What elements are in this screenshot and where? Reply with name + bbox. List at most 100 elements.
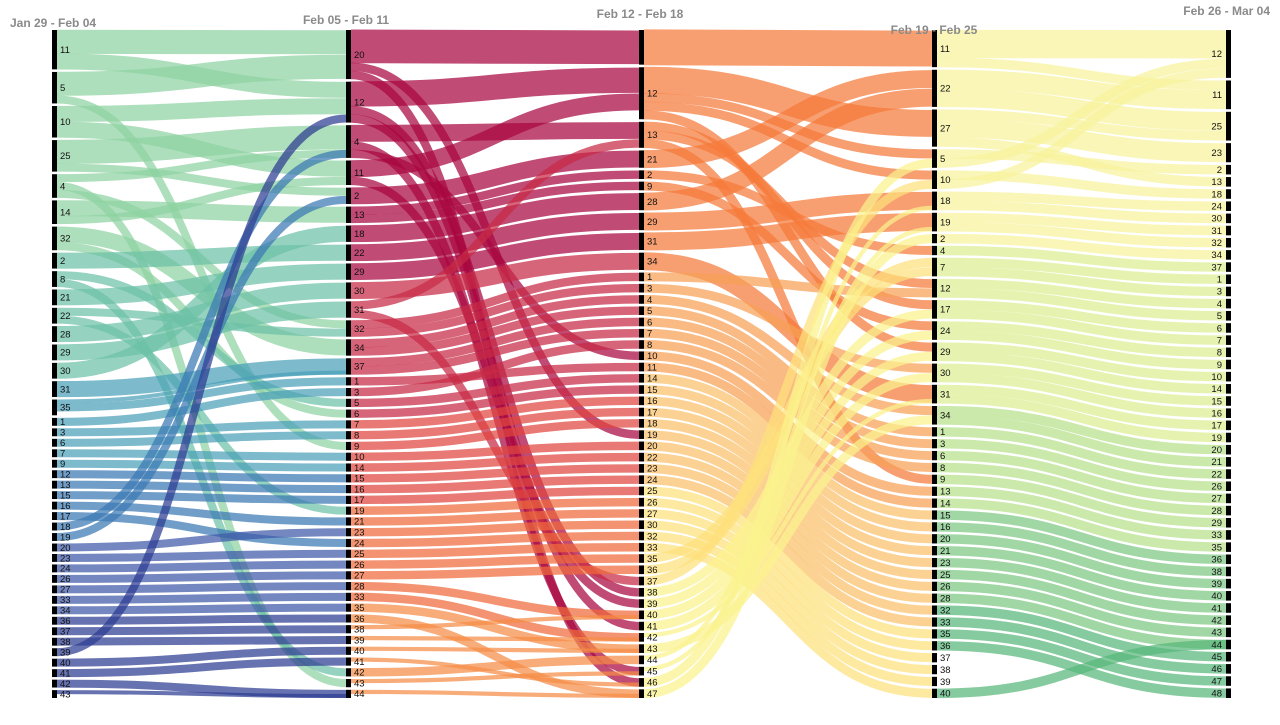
node-bar-c1-2[interactable] xyxy=(52,72,57,103)
node-bar-c4-38[interactable] xyxy=(932,665,937,674)
node-bar-c5-6[interactable] xyxy=(1226,177,1231,187)
node-bar-c1-43[interactable] xyxy=(52,690,57,698)
node-bar-c1-41[interactable] xyxy=(52,669,57,677)
node-bar-c5-37[interactable] xyxy=(1226,554,1231,564)
node-bar-c2-20[interactable] xyxy=(346,431,351,439)
node-bar-c2-21[interactable] xyxy=(346,442,351,450)
node-bar-c5-10[interactable] xyxy=(1226,226,1231,236)
node-bar-c2-19[interactable] xyxy=(346,420,351,428)
node-bar-c5-27[interactable] xyxy=(1226,433,1231,443)
node-bar-c3-16[interactable] xyxy=(639,329,644,338)
node-bar-c2-42[interactable] xyxy=(346,668,351,676)
node-bar-c4-22[interactable] xyxy=(932,475,937,484)
node-bar-c5-40[interactable] xyxy=(1226,591,1231,601)
node-bar-c3-35[interactable] xyxy=(639,543,644,552)
node-bar-c5-42[interactable] xyxy=(1226,615,1231,625)
node-bar-c3-44[interactable] xyxy=(639,644,644,653)
node-bar-c5-32[interactable] xyxy=(1226,494,1231,504)
node-bar-c3-19[interactable] xyxy=(639,363,644,372)
node-bar-c2-30[interactable] xyxy=(346,539,351,547)
node-bar-c5-24[interactable] xyxy=(1226,396,1231,406)
node-bar-c4-32[interactable] xyxy=(932,594,937,603)
node-bar-c5-29[interactable] xyxy=(1226,457,1231,467)
node-bar-c1-29[interactable] xyxy=(52,544,57,552)
node-bar-c2-31[interactable] xyxy=(346,550,351,558)
node-bar-c5-28[interactable] xyxy=(1226,445,1231,455)
node-bar-c1-20[interactable] xyxy=(52,449,57,457)
node-bar-c5-9[interactable] xyxy=(1226,214,1231,224)
node-bar-c1-12[interactable] xyxy=(52,326,57,342)
node-bar-c4-29[interactable] xyxy=(932,558,937,567)
node-bar-c3-31[interactable] xyxy=(639,498,644,507)
node-bar-c5-35[interactable] xyxy=(1226,530,1231,540)
node-bar-c5-4[interactable] xyxy=(1226,143,1231,162)
node-bar-c4-25[interactable] xyxy=(932,510,937,519)
node-bar-c3-43[interactable] xyxy=(639,633,644,642)
node-bar-c3-20[interactable] xyxy=(639,374,644,383)
node-bar-c1-22[interactable] xyxy=(52,470,57,478)
node-bar-c2-43[interactable] xyxy=(346,679,351,687)
node-bar-c2-9[interactable] xyxy=(346,263,351,279)
node-bar-c4-37[interactable] xyxy=(932,653,937,662)
node-bar-c5-3[interactable] xyxy=(1226,112,1231,141)
node-bar-c3-4[interactable] xyxy=(639,150,644,167)
node-bar-c2-34[interactable] xyxy=(346,582,351,590)
node-bar-c2-35[interactable] xyxy=(346,593,351,601)
node-bar-c4-7[interactable] xyxy=(932,213,937,232)
node-bar-c4-30[interactable] xyxy=(932,570,937,579)
node-bar-c1-13[interactable] xyxy=(52,345,57,361)
node-bar-c1-19[interactable] xyxy=(52,439,57,447)
node-bar-c4-39[interactable] xyxy=(932,677,937,686)
node-bar-c3-22[interactable] xyxy=(639,396,644,405)
node-bar-c2-28[interactable] xyxy=(346,517,351,525)
node-bar-c3-46[interactable] xyxy=(639,667,644,676)
node-bar-c1-39[interactable] xyxy=(52,648,57,656)
node-bar-c2-39[interactable] xyxy=(346,636,351,644)
node-bar-c3-10[interactable] xyxy=(639,253,644,270)
node-bar-c4-15[interactable] xyxy=(932,364,937,383)
node-bar-c2-40[interactable] xyxy=(346,647,351,655)
node-bar-c1-14[interactable] xyxy=(52,363,57,379)
node-bar-c4-26[interactable] xyxy=(932,522,937,531)
node-bar-c1-16[interactable] xyxy=(52,400,57,416)
node-bar-c3-28[interactable] xyxy=(639,464,644,473)
node-bar-c3-29[interactable] xyxy=(639,475,644,484)
node-bar-c5-20[interactable] xyxy=(1226,348,1231,358)
node-bar-c1-10[interactable] xyxy=(52,290,57,306)
node-bar-c1-38[interactable] xyxy=(52,638,57,646)
node-bar-c5-17[interactable] xyxy=(1226,311,1231,321)
node-bar-c4-13[interactable] xyxy=(932,321,937,340)
node-bar-c1-37[interactable] xyxy=(52,627,57,635)
node-bar-c2-44[interactable] xyxy=(346,690,351,698)
node-bar-c3-45[interactable] xyxy=(639,656,644,665)
node-bar-c1-6[interactable] xyxy=(52,200,57,224)
node-bar-c1-24[interactable] xyxy=(52,491,57,499)
node-bar-c5-18[interactable] xyxy=(1226,323,1231,333)
node-bar-c3-41[interactable] xyxy=(639,610,644,619)
node-bar-c5-33[interactable] xyxy=(1226,506,1231,516)
node-bar-c5-15[interactable] xyxy=(1226,287,1231,297)
node-bar-c1-36[interactable] xyxy=(52,617,57,625)
node-bar-c3-26[interactable] xyxy=(639,442,644,451)
node-bar-c4-28[interactable] xyxy=(932,546,937,555)
node-bar-c4-9[interactable] xyxy=(932,246,937,255)
node-bar-c5-25[interactable] xyxy=(1226,408,1231,418)
node-bar-c5-41[interactable] xyxy=(1226,603,1231,613)
node-bar-c5-31[interactable] xyxy=(1226,481,1231,491)
node-bar-c5-46[interactable] xyxy=(1226,664,1231,674)
node-bar-c4-21[interactable] xyxy=(932,463,937,472)
node-bar-c5-12[interactable] xyxy=(1226,250,1231,260)
node-bar-c3-23[interactable] xyxy=(639,408,644,417)
node-bar-c3-9[interactable] xyxy=(639,233,644,250)
node-bar-c2-4[interactable] xyxy=(346,160,351,185)
node-bar-c2-29[interactable] xyxy=(346,528,351,536)
node-bar-c3-13[interactable] xyxy=(639,295,644,304)
node-bar-c3-11[interactable] xyxy=(639,273,644,282)
node-bar-c2-24[interactable] xyxy=(346,474,351,482)
node-bar-c4-17[interactable] xyxy=(932,406,937,425)
node-bar-c2-17[interactable] xyxy=(346,399,351,407)
node-bar-c3-3[interactable] xyxy=(639,122,644,148)
node-bar-c5-30[interactable] xyxy=(1226,469,1231,479)
node-bar-c3-33[interactable] xyxy=(639,520,644,529)
node-bar-c2-41[interactable] xyxy=(346,657,351,665)
